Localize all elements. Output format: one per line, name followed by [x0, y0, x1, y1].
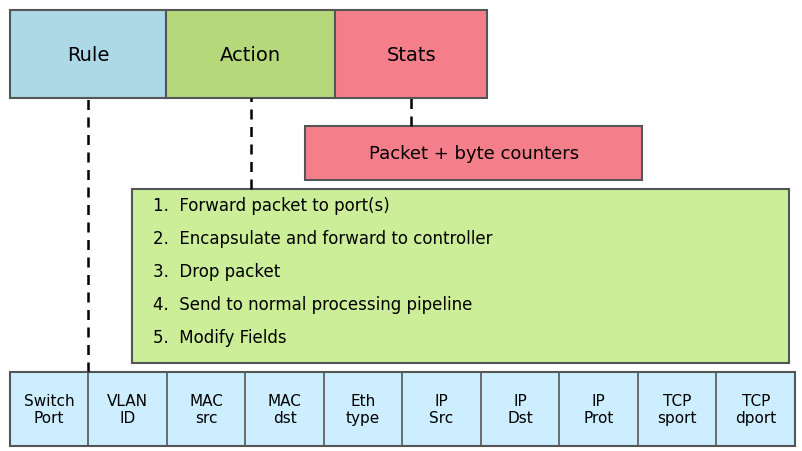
Text: TCP
dport: TCP dport: [734, 393, 776, 425]
Text: IP
Dst: IP Dst: [507, 393, 533, 425]
Text: Packet + byte counters: Packet + byte counters: [368, 144, 578, 162]
Text: 5.  Modify Fields: 5. Modify Fields: [152, 328, 286, 346]
Text: TCP
sport: TCP sport: [657, 393, 696, 425]
Text: VLAN
ID: VLAN ID: [107, 393, 148, 425]
Text: 1.  Forward packet to port(s): 1. Forward packet to port(s): [152, 196, 389, 214]
FancyBboxPatch shape: [334, 11, 487, 99]
Text: Switch
Port: Switch Port: [23, 393, 74, 425]
Text: Action: Action: [220, 46, 281, 65]
FancyBboxPatch shape: [10, 11, 166, 99]
FancyBboxPatch shape: [166, 11, 334, 99]
Text: 4.  Send to normal processing pipeline: 4. Send to normal processing pipeline: [152, 295, 472, 313]
Text: IP
Prot: IP Prot: [583, 393, 613, 425]
FancyBboxPatch shape: [305, 126, 642, 180]
FancyBboxPatch shape: [132, 189, 788, 363]
Text: MAC
dst: MAC dst: [267, 393, 301, 425]
Text: IP
Src: IP Src: [429, 393, 453, 425]
Text: Rule: Rule: [67, 46, 109, 65]
Text: 2.  Encapsulate and forward to controller: 2. Encapsulate and forward to controller: [152, 229, 492, 247]
Text: Eth
type: Eth type: [346, 393, 379, 425]
FancyBboxPatch shape: [10, 372, 794, 446]
Text: 3.  Drop packet: 3. Drop packet: [152, 262, 279, 280]
Text: MAC
src: MAC src: [188, 393, 223, 425]
Text: Stats: Stats: [386, 46, 435, 65]
